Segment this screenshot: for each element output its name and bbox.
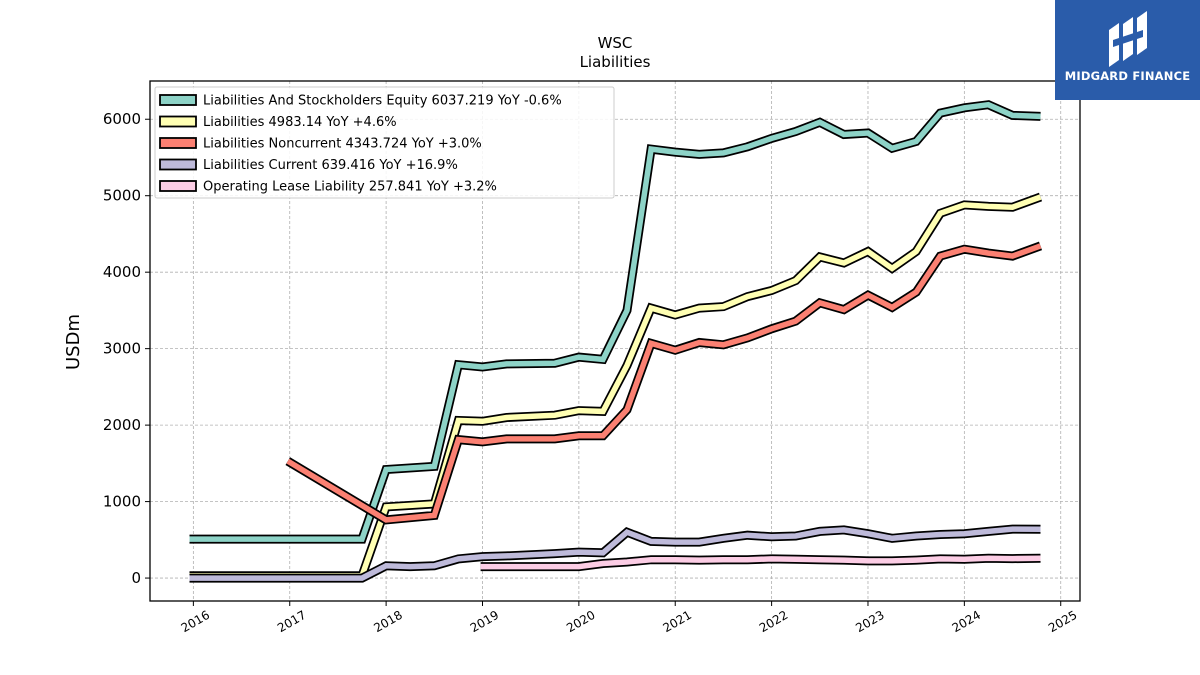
plot-frame	[149, 80, 1081, 602]
x-tick-label: 2020	[564, 608, 597, 635]
x-axis: 2016 2017 2018 2019 2020 2021 2022 2023 2024 2025	[179, 601, 1079, 635]
chart-subtitle: Liabilities	[580, 53, 651, 71]
series-line-operating-lease-liability	[480, 555, 1041, 570]
x-tick-label: 2017	[275, 608, 308, 635]
legend-label: Operating Lease Liability 257.841 YoY +3…	[203, 180, 497, 195]
y-tick-label: 5000	[103, 187, 141, 205]
logo-text: MIDGARD FINANCE	[1064, 69, 1191, 83]
legend-swatch	[159, 137, 197, 149]
y-tick-label: 6000	[103, 110, 141, 128]
series-outline-liabilities-noncurrent	[285, 241, 1043, 525]
series-line-liabilities-noncurrent	[286, 243, 1042, 523]
y-tick-label: 0	[131, 569, 141, 587]
x-tick-label: 2023	[853, 608, 886, 635]
legend-label: Liabilities And Stockholders Equity 6037…	[203, 94, 562, 109]
x-tick-label: 2022	[757, 608, 790, 635]
legend-swatch	[159, 180, 197, 192]
legend-box	[154, 86, 615, 199]
x-tick-label: 2018	[371, 608, 404, 635]
x-tick-label: 2019	[468, 608, 501, 635]
legend-label: Liabilities Noncurrent 4343.724 YoY +3.0…	[203, 137, 482, 152]
legend-label: Liabilities 4983.14 YoY +4.6%	[203, 115, 397, 130]
y-tick-label: 1000	[103, 493, 141, 511]
chart-title: WSC	[598, 34, 633, 52]
legend-swatch	[159, 115, 197, 128]
series-line-liabilities-and-stockholders-equity	[189, 101, 1041, 542]
series-line-liabilities	[189, 194, 1042, 579]
y-tick-label: 2000	[103, 416, 141, 434]
y-axis-label: USDm	[63, 314, 84, 370]
x-tick-label: 2024	[950, 608, 983, 635]
x-tick-label: 2021	[661, 608, 694, 635]
legend-swatch	[159, 158, 197, 171]
logo-mark-icon	[1109, 11, 1147, 67]
legend: Liabilities And Stockholders Equity 6037…	[154, 86, 615, 199]
y-tick-label: 3000	[103, 340, 141, 358]
legend-swatch	[159, 94, 197, 106]
series-line-liabilities-current	[189, 526, 1041, 581]
brand-logo: MIDGARD FINANCE	[1055, 0, 1200, 100]
series-lines	[189, 100, 1043, 583]
x-tick-label: 2016	[179, 608, 212, 635]
x-tick-label: 2025	[1046, 608, 1079, 635]
legend-label: Liabilities Current 639.416 YoY +16.9%	[203, 158, 458, 173]
y-tick-label: 4000	[103, 263, 141, 281]
y-axis: 0 1000 2000 3000 4000 5000 6000	[103, 110, 150, 587]
